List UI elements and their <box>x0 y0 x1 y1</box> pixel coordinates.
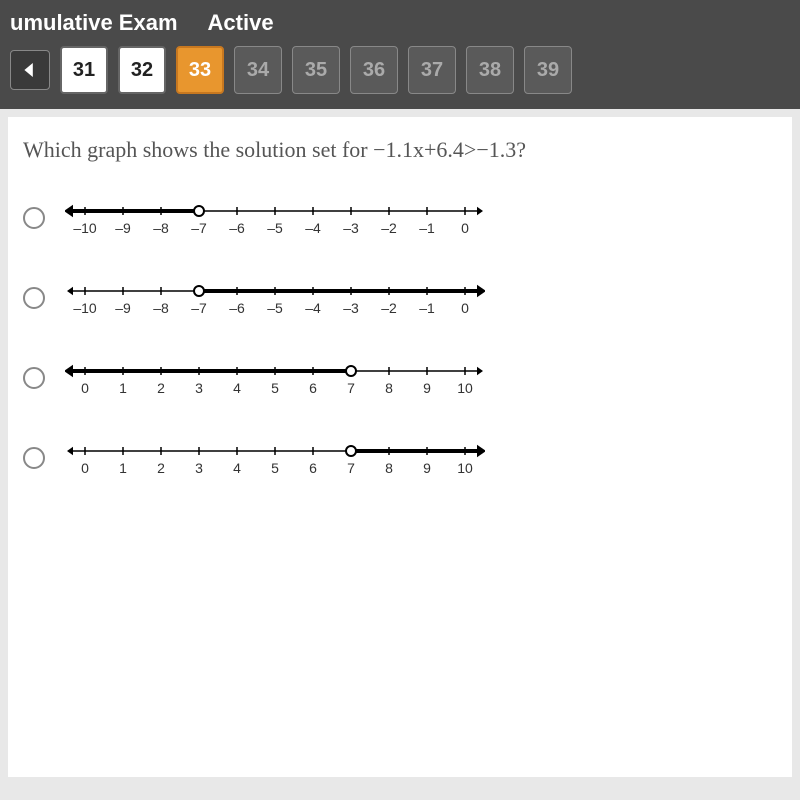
number-line: –10–9–8–7–6–5–4–3–2–10 <box>65 193 485 243</box>
svg-text:5: 5 <box>271 460 279 476</box>
number-line: –10–9–8–7–6–5–4–3–2–10 <box>65 273 485 323</box>
answer-option-3[interactable]: 0 1 2 3 4 5 6 7 8 9 10 <box>23 353 777 403</box>
svg-text:2: 2 <box>157 380 165 396</box>
svg-text:10: 10 <box>457 380 473 396</box>
svg-text:7: 7 <box>347 380 355 396</box>
exam-status: Active <box>208 10 274 36</box>
svg-text:–4: –4 <box>305 220 321 236</box>
svg-text:6: 6 <box>309 460 317 476</box>
svg-text:–4: –4 <box>305 300 321 316</box>
nav-question-37[interactable]: 37 <box>408 46 456 94</box>
svg-text:–2: –2 <box>381 220 397 236</box>
nav-question-35[interactable]: 35 <box>292 46 340 94</box>
svg-text:0: 0 <box>461 300 469 316</box>
question-nav: 313233343536373839 <box>0 46 800 94</box>
svg-text:1: 1 <box>119 460 127 476</box>
radio-option-3[interactable] <box>23 367 45 389</box>
svg-text:–7: –7 <box>191 220 207 236</box>
svg-text:8: 8 <box>385 380 393 396</box>
answer-option-1[interactable]: –10–9–8–7–6–5–4–3–2–10 <box>23 193 777 243</box>
svg-text:8: 8 <box>385 460 393 476</box>
svg-text:–10: –10 <box>73 300 97 316</box>
svg-text:–6: –6 <box>229 300 245 316</box>
header-bar: umulative Exam Active 313233343536373839 <box>0 0 800 109</box>
svg-text:–8: –8 <box>153 300 169 316</box>
nav-question-39[interactable]: 39 <box>524 46 572 94</box>
svg-text:9: 9 <box>423 380 431 396</box>
svg-text:6: 6 <box>309 380 317 396</box>
radio-option-2[interactable] <box>23 287 45 309</box>
svg-text:–10: –10 <box>73 220 97 236</box>
svg-text:–9: –9 <box>115 220 131 236</box>
svg-text:4: 4 <box>233 380 241 396</box>
svg-text:–5: –5 <box>267 220 283 236</box>
svg-text:3: 3 <box>195 380 203 396</box>
svg-text:–3: –3 <box>343 220 359 236</box>
number-line: 0 1 2 3 4 5 6 7 8 9 10 <box>65 353 485 403</box>
svg-text:0: 0 <box>461 220 469 236</box>
nav-question-33[interactable]: 33 <box>176 46 224 94</box>
title-bar: umulative Exam Active <box>0 10 800 46</box>
svg-text:1: 1 <box>119 380 127 396</box>
svg-text:0: 0 <box>81 460 89 476</box>
svg-text:–6: –6 <box>229 220 245 236</box>
svg-text:10: 10 <box>457 460 473 476</box>
question-panel: Which graph shows the solution set for −… <box>8 117 792 777</box>
svg-text:–7: –7 <box>191 300 207 316</box>
svg-text:9: 9 <box>423 460 431 476</box>
svg-text:–8: –8 <box>153 220 169 236</box>
svg-text:0: 0 <box>81 380 89 396</box>
svg-text:7: 7 <box>347 460 355 476</box>
radio-option-4[interactable] <box>23 447 45 469</box>
svg-text:5: 5 <box>271 380 279 396</box>
svg-text:–2: –2 <box>381 300 397 316</box>
answer-option-2[interactable]: –10–9–8–7–6–5–4–3–2–10 <box>23 273 777 323</box>
svg-text:3: 3 <box>195 460 203 476</box>
svg-text:–1: –1 <box>419 300 435 316</box>
svg-text:2: 2 <box>157 460 165 476</box>
nav-question-34[interactable]: 34 <box>234 46 282 94</box>
svg-text:–9: –9 <box>115 300 131 316</box>
svg-text:–5: –5 <box>267 300 283 316</box>
radio-option-1[interactable] <box>23 207 45 229</box>
svg-text:–1: –1 <box>419 220 435 236</box>
nav-question-32[interactable]: 32 <box>118 46 166 94</box>
svg-text:4: 4 <box>233 460 241 476</box>
answer-option-4[interactable]: 0 1 2 3 4 5 6 7 8 9 10 <box>23 433 777 483</box>
nav-question-36[interactable]: 36 <box>350 46 398 94</box>
number-line: 0 1 2 3 4 5 6 7 8 9 10 <box>65 433 485 483</box>
exam-title: umulative Exam <box>10 10 178 36</box>
prev-arrow-button[interactable] <box>10 50 50 90</box>
svg-text:–3: –3 <box>343 300 359 316</box>
question-text: Which graph shows the solution set for −… <box>23 137 777 163</box>
nav-question-38[interactable]: 38 <box>466 46 514 94</box>
nav-question-31[interactable]: 31 <box>60 46 108 94</box>
